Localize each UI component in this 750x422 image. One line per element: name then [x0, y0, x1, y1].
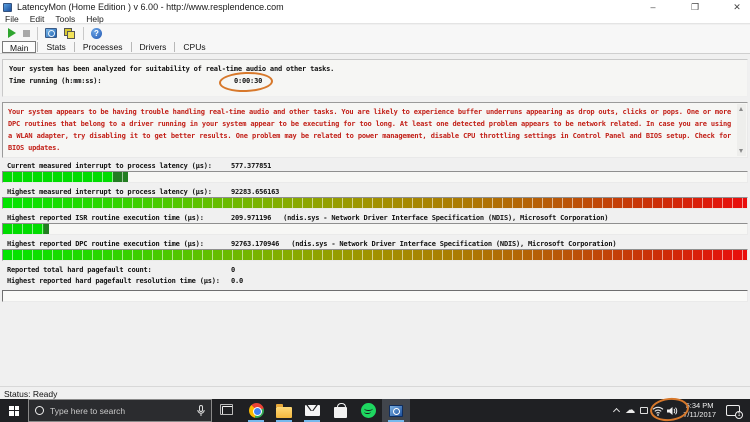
latencymon-icon: [389, 404, 403, 417]
store-icon: [333, 402, 347, 418]
microphone-icon[interactable]: [197, 404, 205, 417]
tab-cpus[interactable]: CPUs: [183, 42, 206, 52]
menu-tools[interactable]: Tools: [55, 13, 76, 24]
latency-row-isr: Highest reported ISR routine execution t…: [2, 214, 748, 235]
device-icon[interactable]: [637, 399, 651, 422]
monitor-analyze-icon[interactable]: [45, 28, 57, 38]
taskbar: Type here to search ☁ 5:34 PM 7/11/2017: [0, 399, 750, 422]
toolbar-separator: [83, 26, 84, 40]
latency-rows: Current measured interrupt to process la…: [2, 162, 748, 307]
tab-drivers[interactable]: Drivers: [139, 42, 167, 52]
windows-logo-icon: [9, 405, 19, 416]
minimize-icon[interactable]: –: [650, 2, 656, 12]
search-input[interactable]: Type here to search: [28, 399, 212, 422]
latency-row-current-interrupt: Current measured interrupt to process la…: [2, 162, 748, 183]
analysis-summary-text: Your system has been analyzed for suitab…: [9, 65, 335, 73]
start-button[interactable]: [0, 399, 28, 422]
tab-bar: Main Stats Processes Drivers CPUs: [0, 41, 750, 54]
volume-icon[interactable]: [665, 399, 679, 422]
stop-monitor-icon[interactable]: [23, 29, 30, 37]
row-label: Highest reported ISR routine execution t…: [7, 214, 204, 222]
menu-help[interactable]: Help: [86, 13, 104, 24]
scroll-up-icon[interactable]: [739, 107, 743, 111]
row-label: Highest reported hard pagefault resoluti…: [7, 277, 220, 285]
status-text: Status: Ready: [4, 389, 58, 399]
row-value: 92763.170946: [231, 240, 280, 248]
start-monitor-icon[interactable]: [8, 28, 16, 38]
copy-report-icon[interactable]: [64, 27, 76, 39]
main-panel: Your system has been analyzed for suitab…: [0, 54, 750, 386]
empty-latency-bar: [2, 290, 748, 302]
toolbar: ?: [0, 25, 750, 41]
action-center-icon[interactable]: 1: [726, 405, 743, 419]
wifi-icon[interactable]: [651, 399, 665, 422]
latency-row-highest-interrupt: Highest measured interrupt to process la…: [2, 188, 748, 209]
scroll-down-icon[interactable]: [739, 149, 743, 153]
menu-file[interactable]: File: [5, 13, 19, 24]
latency-bar: [2, 223, 748, 235]
time-running-label: Time running (h:mm:ss):: [9, 77, 102, 85]
time-running-value: 0:00:30: [234, 77, 263, 85]
menu-bar: File Edit Tools Help: [0, 14, 750, 24]
latency-bar: [2, 171, 748, 183]
empty-bar-row: [2, 290, 748, 302]
tab-main[interactable]: Main: [2, 41, 37, 53]
latency-bar: [2, 197, 748, 209]
warning-panel: Your system appears to be having trouble…: [2, 102, 748, 158]
row-driver-info: (ndis.sys - Network Driver Interface Spe…: [283, 214, 609, 222]
row-label: Highest reported DPC routine execution t…: [7, 240, 204, 248]
row-label: Current measured interrupt to process la…: [7, 162, 212, 170]
chrome-icon: [248, 403, 264, 418]
pagefault-count-row: Reported total hard pagefault count: 0: [2, 266, 748, 277]
clock-date: 7/11/2017: [683, 409, 716, 419]
system-tray: ☁ 5:34 PM 7/11/2017 1: [609, 399, 750, 422]
mail-icon: [304, 405, 320, 416]
tray-expand-icon[interactable]: [609, 399, 623, 422]
tab-processes[interactable]: Processes: [82, 42, 123, 52]
notification-badge: 1: [735, 411, 743, 419]
app-icon: [3, 2, 12, 12]
clock-time: 5:34 PM: [685, 401, 714, 410]
folder-icon: [276, 403, 292, 418]
row-driver-info: (ndis.sys - Network Driver Interface Spe…: [291, 240, 617, 248]
taskbar-file-explorer[interactable]: [270, 399, 298, 422]
pagefault-resolution-row: Highest reported hard pagefault resoluti…: [2, 277, 748, 288]
taskbar-spotify[interactable]: [354, 399, 382, 422]
taskbar-mail[interactable]: [298, 399, 326, 422]
task-view-button[interactable]: [212, 399, 242, 422]
status-bar: Status: Ready: [0, 386, 750, 399]
onedrive-cloud-icon[interactable]: ☁: [625, 404, 636, 416]
time-running-row: Time running (h:mm:ss): 0:00:30: [9, 77, 741, 89]
help-icon[interactable]: ?: [91, 27, 102, 39]
latency-row-dpc: Highest reported DPC routine execution t…: [2, 240, 748, 261]
task-view-icon: [219, 404, 233, 415]
warning-scrollbar[interactable]: [737, 104, 746, 156]
row-value: 577.377851: [231, 162, 272, 170]
analysis-summary-panel: Your system has been analyzed for suitab…: [2, 59, 748, 97]
maximize-icon[interactable]: ❐: [690, 2, 700, 12]
window-title: LatencyMon (Home Edition ) v 6.00 - http…: [17, 2, 284, 12]
row-value: 0.0: [231, 277, 244, 285]
taskbar-store[interactable]: [326, 399, 354, 422]
taskbar-clock[interactable]: 5:34 PM 7/11/2017: [679, 401, 722, 419]
row-value: 92283.656163: [231, 188, 280, 196]
row-value: 209.971196: [231, 214, 272, 222]
warning-text: Your system appears to be having trouble…: [8, 108, 731, 152]
menu-edit[interactable]: Edit: [29, 13, 45, 24]
title-bar: LatencyMon (Home Edition ) v 6.00 - http…: [0, 0, 750, 14]
taskbar-chrome[interactable]: [242, 399, 270, 422]
close-icon[interactable]: ✕: [733, 2, 741, 12]
search-placeholder: Type here to search: [50, 405, 126, 416]
row-label: Reported total hard pagefault count:: [7, 266, 152, 274]
latency-bar: [2, 249, 748, 261]
spotify-icon: [360, 403, 376, 418]
row-value: 0: [231, 266, 236, 274]
tab-stats[interactable]: Stats: [46, 42, 66, 52]
taskbar-latencymon[interactable]: [382, 399, 410, 422]
row-label: Highest measured interrupt to process la…: [7, 188, 212, 196]
toolbar-separator: [37, 26, 38, 40]
window-controls: – ❐ ✕: [648, 0, 742, 14]
cortana-icon: [35, 406, 44, 415]
